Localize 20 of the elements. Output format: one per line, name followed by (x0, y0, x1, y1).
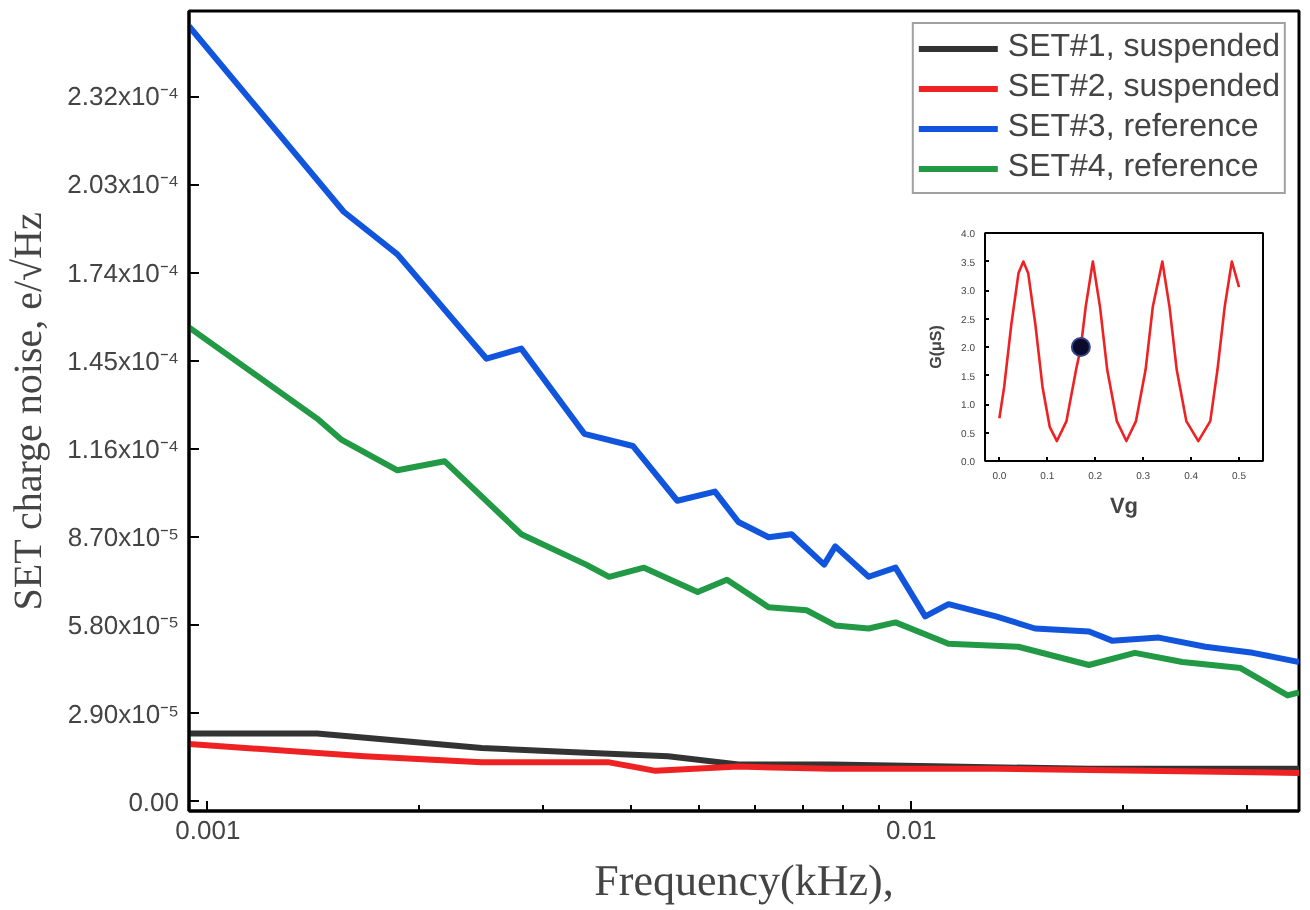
y-tick-label: 8.70x10⁻⁵ (67, 522, 180, 553)
y-tick-label: 5.80x10⁻⁵ (67, 610, 180, 641)
y-tick-label: 1.16x10⁻⁴ (67, 434, 180, 465)
x-tick-label: 0.001 (175, 815, 241, 845)
legend-label: SET#1, suspended (1007, 30, 1280, 66)
y-axis-title: SET charge noise, e/√Hz (7, 212, 52, 611)
legend-label: SET#4, reference (1007, 150, 1259, 186)
y-tick-label: 1.74x10⁻⁴ (67, 257, 180, 288)
y-tick-label: 2.90x10⁻⁵ (67, 698, 180, 729)
y-tick-label: 0.00 (128, 786, 180, 817)
x-tick-label: 0.01 (885, 815, 937, 845)
legend-label: SET#2, suspended (1007, 70, 1280, 106)
y-tick-label: 2.03x10⁻⁴ (67, 169, 180, 200)
line-series (998, 260, 1241, 443)
y-tick-label: 1.45x10⁻⁴ (67, 345, 180, 376)
legend-label: SET#3, reference (1007, 110, 1259, 146)
y-axis-title: G(μS) (927, 324, 946, 369)
y-tick-label: 2.32x10⁻⁴ (67, 81, 180, 112)
x-axis-title: Frequency(kHz), (594, 855, 894, 905)
x-axis-title: Vg (1109, 495, 1139, 519)
